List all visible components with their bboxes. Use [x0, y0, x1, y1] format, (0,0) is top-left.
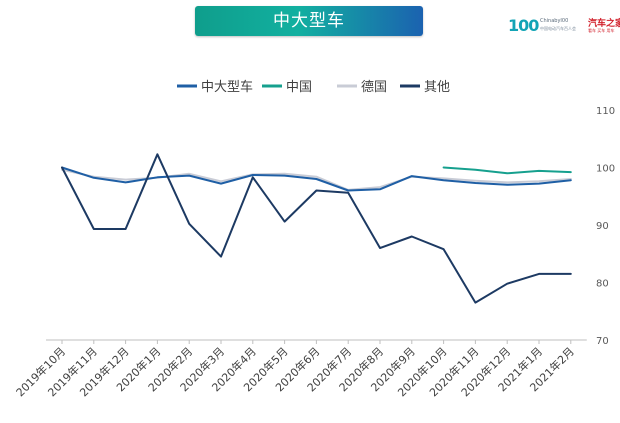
logo-subtext-2: 中国电动汽车百人会 [540, 26, 576, 31]
series-line-1 [442, 166, 572, 175]
y-tick-label: 90 [596, 221, 609, 232]
y-tick-label: 110 [596, 106, 615, 117]
chart-title-banner: 中大型车 [195, 6, 423, 36]
legend-label: 中国 [286, 80, 312, 95]
y-tick-label: 100 [596, 164, 615, 175]
legend-label: 其他 [424, 80, 450, 95]
series-line-3 [61, 153, 572, 304]
brand-name: 汽车之家 [588, 19, 620, 29]
y-tick-label: 70 [596, 336, 609, 347]
legend-label: 中大型车 [201, 79, 253, 95]
y-tick-label: 80 [596, 279, 609, 290]
brand-logo: 100 ChinabyI00 中国电动汽车百人会 汽车之家 看车 买车 用车 [508, 16, 620, 40]
legend-label: 德国 [361, 80, 387, 95]
logo-subtext: ChinabyI00 [540, 18, 569, 24]
logo-mark: 100 [508, 16, 539, 35]
brand-slogan: 看车 买车 用车 [588, 28, 615, 33]
